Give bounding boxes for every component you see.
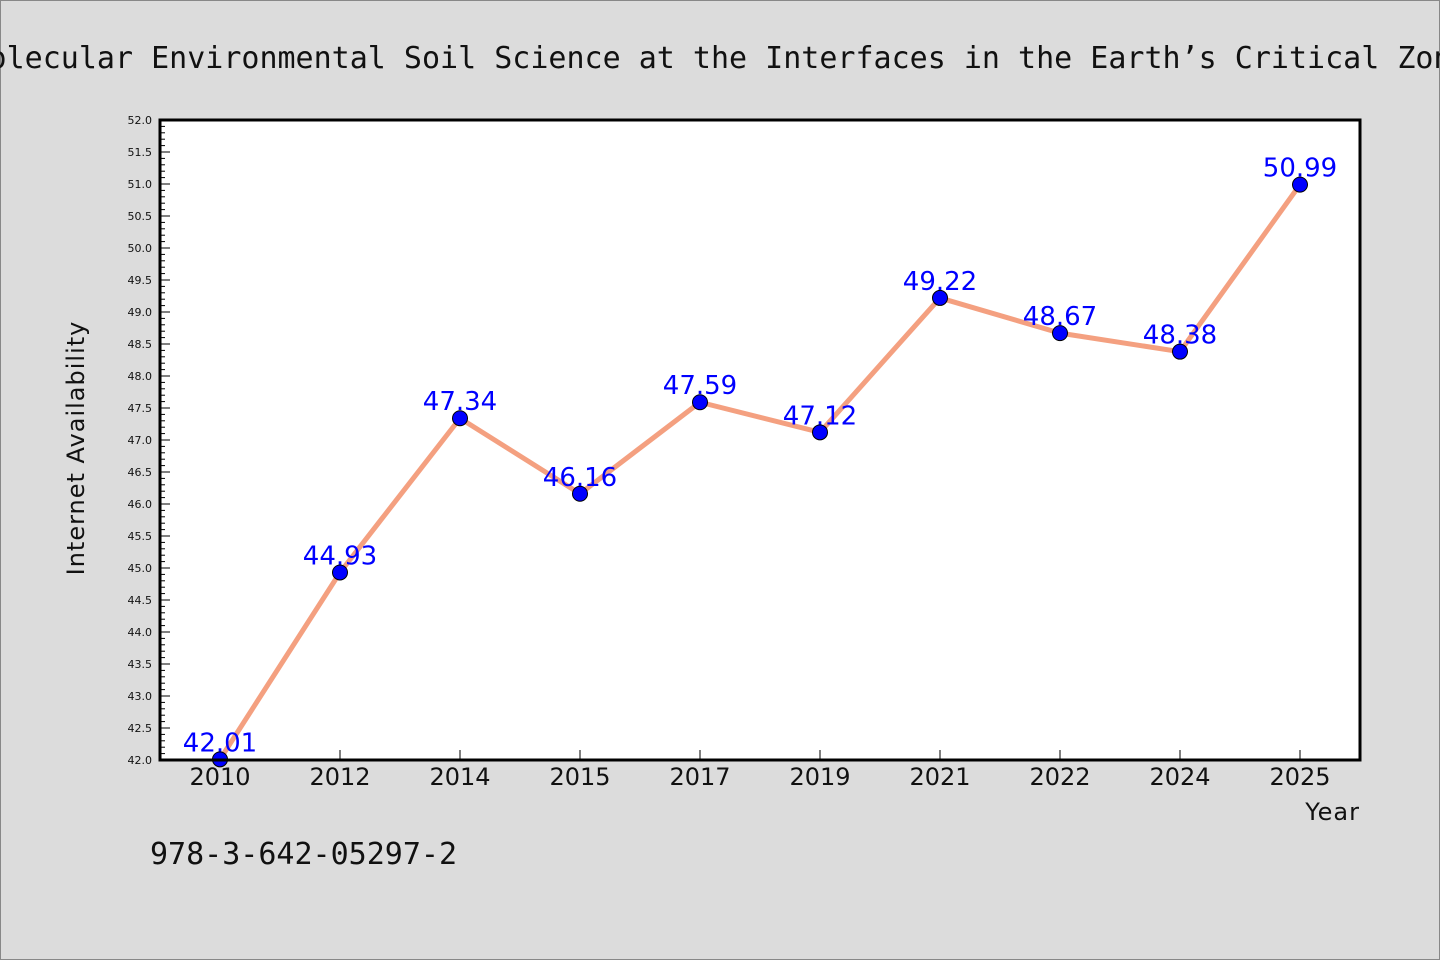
data-label: 47.59 xyxy=(663,371,737,401)
series-line xyxy=(217,182,1303,762)
data-point xyxy=(1052,325,1068,342)
data-label: 42.01 xyxy=(183,728,257,758)
y-tick-label: 46.0 xyxy=(128,498,153,511)
data-point xyxy=(1172,343,1188,360)
y-tick-label: 44.5 xyxy=(128,594,153,607)
plot-area xyxy=(160,120,1360,760)
data-label: 47.12 xyxy=(783,401,857,431)
plot-frame xyxy=(158,118,1362,762)
y-tick-label: 45.0 xyxy=(128,562,153,575)
x-tick-label: 2025 xyxy=(1269,763,1330,791)
chart-title: Molecular Environmental Soil Science at … xyxy=(0,41,1440,76)
x-tick-label: 2022 xyxy=(1029,763,1090,791)
data-point xyxy=(692,394,708,411)
data-point xyxy=(1292,176,1308,193)
y-axis: 42.0 42.5 43.0 43.5 44.0 44.5 45.0 45.5 46.0 46.5… xyxy=(128,114,170,767)
data-label: 47.34 xyxy=(423,387,497,417)
data-point xyxy=(332,564,348,581)
x-tick-label: 2021 xyxy=(909,763,970,791)
y-tick-label: 42.5 xyxy=(128,722,153,735)
x-tick-label: 2015 xyxy=(549,763,610,791)
y-tick-label: 48.5 xyxy=(128,338,153,351)
y-tick-label: 47.5 xyxy=(128,402,153,415)
data-point xyxy=(932,289,948,306)
y-tick-label: 47.0 xyxy=(128,434,153,447)
y-tick-label: 49.0 xyxy=(128,306,153,319)
data-label: 48.38 xyxy=(1143,321,1217,351)
isbn-text: 978-3-642-05297-2 xyxy=(150,837,457,872)
data-point xyxy=(452,410,468,427)
x-tick-label: 2017 xyxy=(669,763,730,791)
y-tick-label: 44.0 xyxy=(128,626,153,639)
x-tick-label: 2019 xyxy=(789,763,850,791)
y-tick-label: 50.0 xyxy=(128,242,153,255)
y-tick-label: 51.0 xyxy=(128,178,153,191)
y-axis-label: Internet Availability xyxy=(62,321,90,576)
y-tick-label: 48.0 xyxy=(128,370,153,383)
data-label: 44.93 xyxy=(303,541,377,571)
data-label: 48.67 xyxy=(1023,302,1097,332)
x-tick-label: 2024 xyxy=(1149,763,1210,791)
data-label: 46.16 xyxy=(543,463,617,493)
data-point xyxy=(812,424,828,441)
y-tick-label: 51.5 xyxy=(128,146,153,159)
y-tick-label: 49.5 xyxy=(128,274,153,287)
y-tick-label: 46.5 xyxy=(128,466,153,479)
x-tick-label: 2014 xyxy=(429,763,490,791)
y-tick-label: 42.0 xyxy=(128,754,153,767)
y-tick-label: 43.0 xyxy=(128,690,153,703)
y-tick-label: 50.5 xyxy=(128,210,153,223)
y-tick-label: 52.0 xyxy=(128,114,153,127)
x-tick-label: 2010 xyxy=(189,763,250,791)
y-tick-label: 43.5 xyxy=(128,658,153,671)
x-axis-label: Year xyxy=(1304,798,1360,826)
data-point xyxy=(572,485,588,502)
data-label: 50.99 xyxy=(1263,154,1337,184)
data-label: 49.22 xyxy=(903,267,977,297)
y-tick-label: 45.5 xyxy=(128,530,153,543)
series-layer: 42.01 44.93 47.34 46.16 47.59 47.12 49.22 48.67… xyxy=(183,154,1337,768)
x-tick-label: 2012 xyxy=(309,763,370,791)
